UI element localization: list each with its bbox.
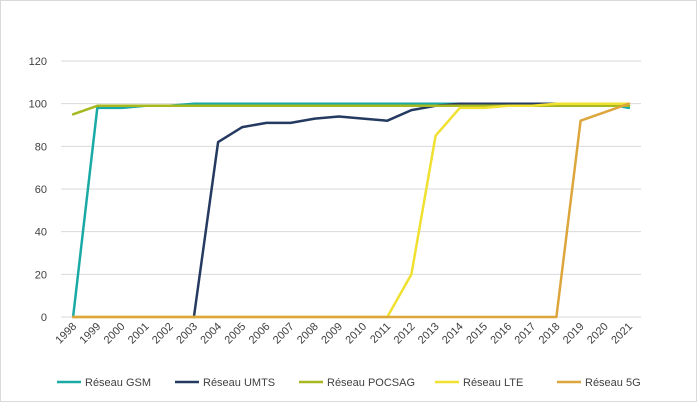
x-tick-label: 2000 (102, 321, 128, 347)
x-tick-label: 2012 (392, 321, 418, 347)
y-tick-label: 40 (35, 227, 47, 239)
legend-label: Réseau POCSAG (327, 377, 415, 389)
legend-label: Réseau 5G (585, 377, 641, 389)
y-tick-label: 80 (35, 141, 47, 153)
y-tick-label: 20 (35, 269, 47, 281)
x-tick-label: 2006 (247, 321, 273, 347)
series-line (71, 104, 631, 116)
x-tick-label: 2005 (223, 321, 249, 347)
series-line (71, 102, 631, 319)
x-tick-label: 1998 (53, 321, 79, 347)
x-tick-label: 2009 (319, 321, 345, 347)
y-axis-ticks: 0 20 40 60 80 100 120 (29, 56, 47, 324)
x-tick-label: 2011 (368, 321, 393, 346)
y-tick-label: 120 (29, 56, 47, 68)
y-tick-label: 0 (41, 312, 47, 324)
x-tick-label: 2017 (513, 321, 539, 347)
x-tick-label: 2019 (561, 321, 587, 347)
x-tick-label: 2014 (440, 321, 466, 347)
series-line (71, 102, 631, 319)
y-tick-label: 60 (35, 184, 47, 196)
y-tick-label: 100 (29, 99, 47, 111)
legend-label: Réseau GSM (85, 377, 151, 389)
x-tick-label: 2013 (416, 321, 442, 347)
x-tick-label: 2002 (150, 321, 176, 347)
legend: Réseau GSM Réseau UMTS Réseau POCSAG Réseau… (57, 377, 641, 389)
x-tick-label: 2008 (295, 321, 321, 347)
x-tick-label: 2015 (464, 321, 490, 347)
x-tick-label: 2007 (271, 321, 297, 347)
series-line (192, 102, 631, 319)
x-tick-label: 2018 (537, 321, 563, 347)
x-tick-label: 2003 (174, 321, 200, 347)
gridlines (61, 60, 641, 318)
x-tick-label: 1999 (78, 321, 104, 347)
x-tick-label: 2021 (609, 321, 635, 347)
x-tick-label: 2010 (343, 321, 369, 347)
x-tick-label: 2016 (488, 321, 514, 347)
legend-label: Réseau UMTS (203, 377, 275, 389)
series-lines (71, 102, 631, 319)
x-tick-label: 2004 (198, 321, 224, 347)
x-axis-ticks: 1998199920002001200220032004200520062007… (53, 321, 635, 347)
legend-label: Réseau LTE (463, 377, 523, 389)
x-tick-label: 2020 (585, 321, 611, 347)
series-line (71, 102, 631, 319)
x-tick-label: 2001 (126, 321, 152, 347)
